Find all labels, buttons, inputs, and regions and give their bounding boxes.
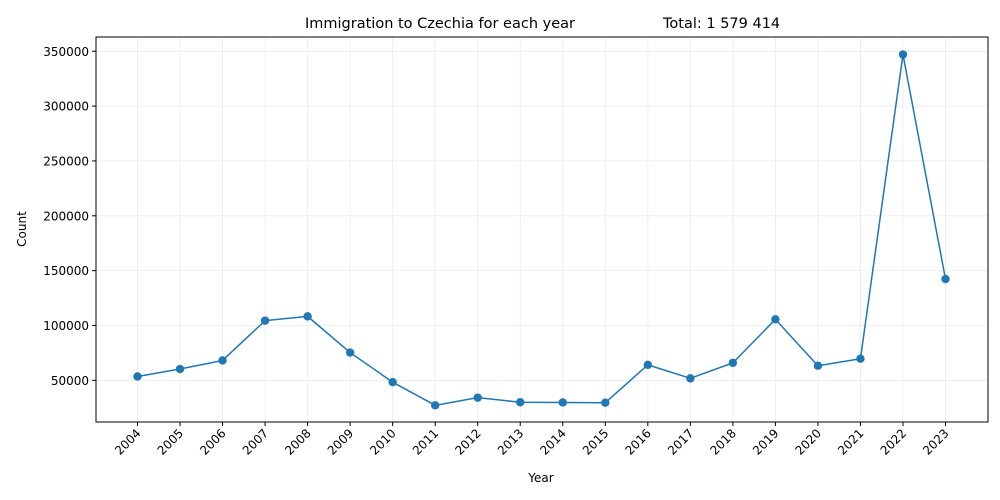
x-tick-label: 2004: [112, 426, 143, 457]
x-tick-label: 2021: [835, 426, 866, 457]
data-point: [218, 356, 227, 365]
x-tick-label: 2012: [452, 426, 483, 457]
x-tick-label: 2016: [622, 426, 653, 457]
x-tick-label: 2011: [410, 426, 441, 457]
data-point: [601, 398, 610, 407]
series-line: [137, 53, 947, 407]
data-point: [345, 348, 355, 357]
data-point: [473, 393, 482, 402]
x-tick-label: 2014: [537, 426, 568, 457]
data-point: [643, 360, 653, 370]
data-point: [430, 401, 440, 410]
data-point: [260, 316, 270, 325]
x-tick-label: 2015: [580, 426, 611, 457]
data-point: [898, 50, 908, 59]
y-tick-label: 50000: [51, 374, 89, 388]
chart-subtitle: Total: 1 579 414: [662, 16, 780, 32]
y-axis-label: Count: [15, 211, 29, 247]
data-point: [941, 274, 950, 284]
x-tick-label: 2020: [793, 426, 824, 457]
data-point: [771, 315, 780, 324]
chart-title: Immigration to Czechia for each year: [305, 16, 575, 32]
x-axis-label: Year: [527, 471, 553, 485]
x-tick-label: 2007: [240, 426, 271, 457]
grid-layer: [96, 37, 988, 422]
data-point: [303, 312, 312, 321]
data-point: [516, 398, 525, 407]
y-ticks: 50000 100000 150000 200000 250000 300000 35000…: [43, 45, 96, 388]
data-point: [558, 398, 567, 407]
x-tick-label: 2023: [920, 426, 951, 457]
y-tick-label: 100000: [43, 319, 89, 333]
x-tick-label: 2010: [367, 426, 398, 457]
y-tick-label: 150000: [43, 264, 89, 278]
data-point: [813, 361, 823, 370]
data-point: [388, 377, 397, 387]
x-tick-label: 2013: [495, 426, 526, 457]
y-tick-label: 200000: [43, 209, 89, 223]
data-point: [856, 354, 865, 363]
x-tick-label: 2022: [878, 426, 909, 457]
data-point: [133, 372, 142, 381]
x-tick-label: 2009: [325, 426, 356, 457]
x-tick-label: 2005: [155, 426, 186, 457]
y-tick-label: 350000: [43, 45, 89, 59]
data-point: [175, 364, 185, 374]
x-tick-label: 2018: [707, 426, 738, 457]
y-tick-label: 300000: [43, 100, 89, 114]
series-layer: [133, 50, 950, 410]
x-tick-label: 2017: [665, 426, 696, 457]
plot-frame: [95, 36, 989, 423]
x-tick-label: 2006: [197, 426, 228, 457]
x-tick-label: 2008: [282, 426, 313, 457]
x-tick-label: 2019: [750, 426, 781, 457]
y-tick-label: 250000: [43, 154, 89, 168]
x-ticks: 2004 2005 2006 2007 2008 2009 2010 2011 2012 2013…: [112, 422, 952, 458]
data-point: [728, 358, 738, 368]
data-point: [686, 374, 695, 383]
